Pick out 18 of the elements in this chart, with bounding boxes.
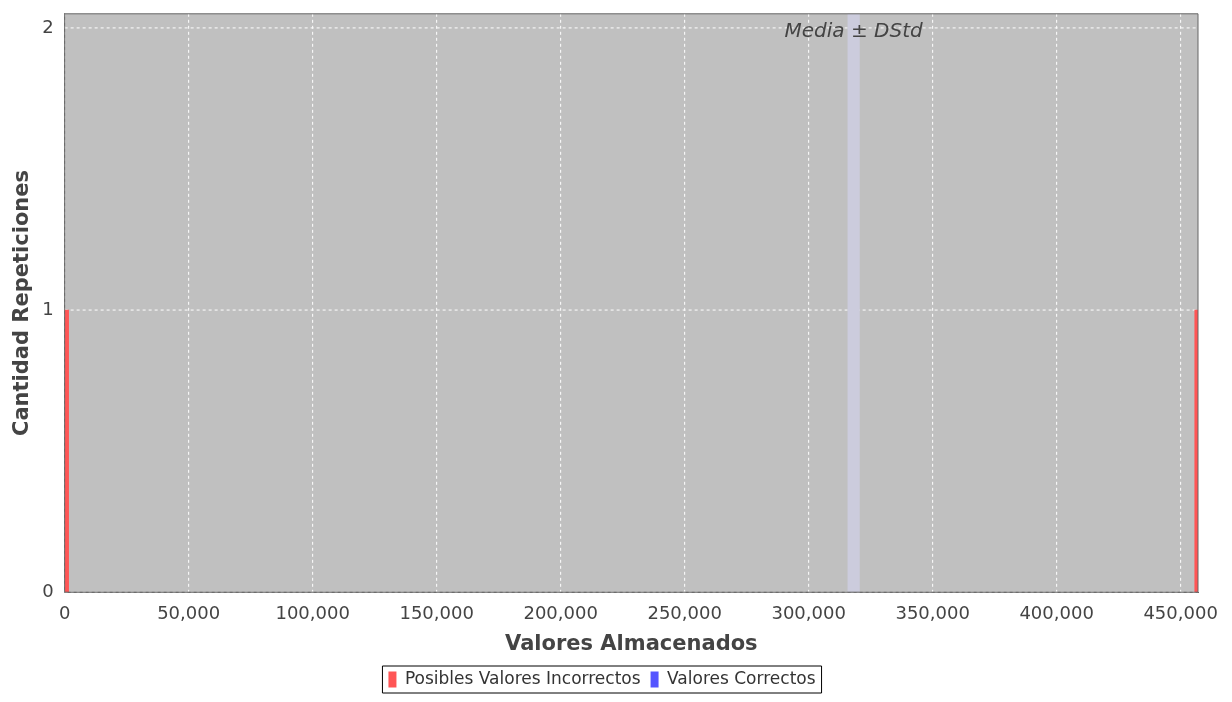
x-tick-label: 450,000 (1143, 601, 1218, 623)
x-tick-label: 200,000 (523, 601, 598, 623)
x-tick-label: 300,000 (771, 601, 846, 623)
y-tick-label: 0 (42, 579, 54, 601)
y-tick-label: 1 (42, 297, 54, 319)
y-tick-label: 2 (42, 15, 54, 37)
x-axis-title: Valores Almacenados (505, 630, 758, 655)
x-tick-label: 350,000 (895, 601, 970, 623)
band-label: Media ± DStd (784, 18, 924, 42)
y-axis-title: Cantidad Repeticiones (9, 169, 34, 437)
legend-label: Posibles Valores Incorrectos (404, 667, 641, 688)
x-tick-label: 400,000 (1019, 601, 1094, 623)
x-tick-label: 50,000 (157, 601, 221, 623)
x-tick-label: 250,000 (647, 601, 722, 623)
x-tick-label: 150,000 (399, 601, 474, 623)
legend-label: Valores Correctos (667, 667, 816, 688)
x-tick-label: 100,000 (275, 601, 350, 623)
x-tick-label: 0 (58, 601, 71, 623)
